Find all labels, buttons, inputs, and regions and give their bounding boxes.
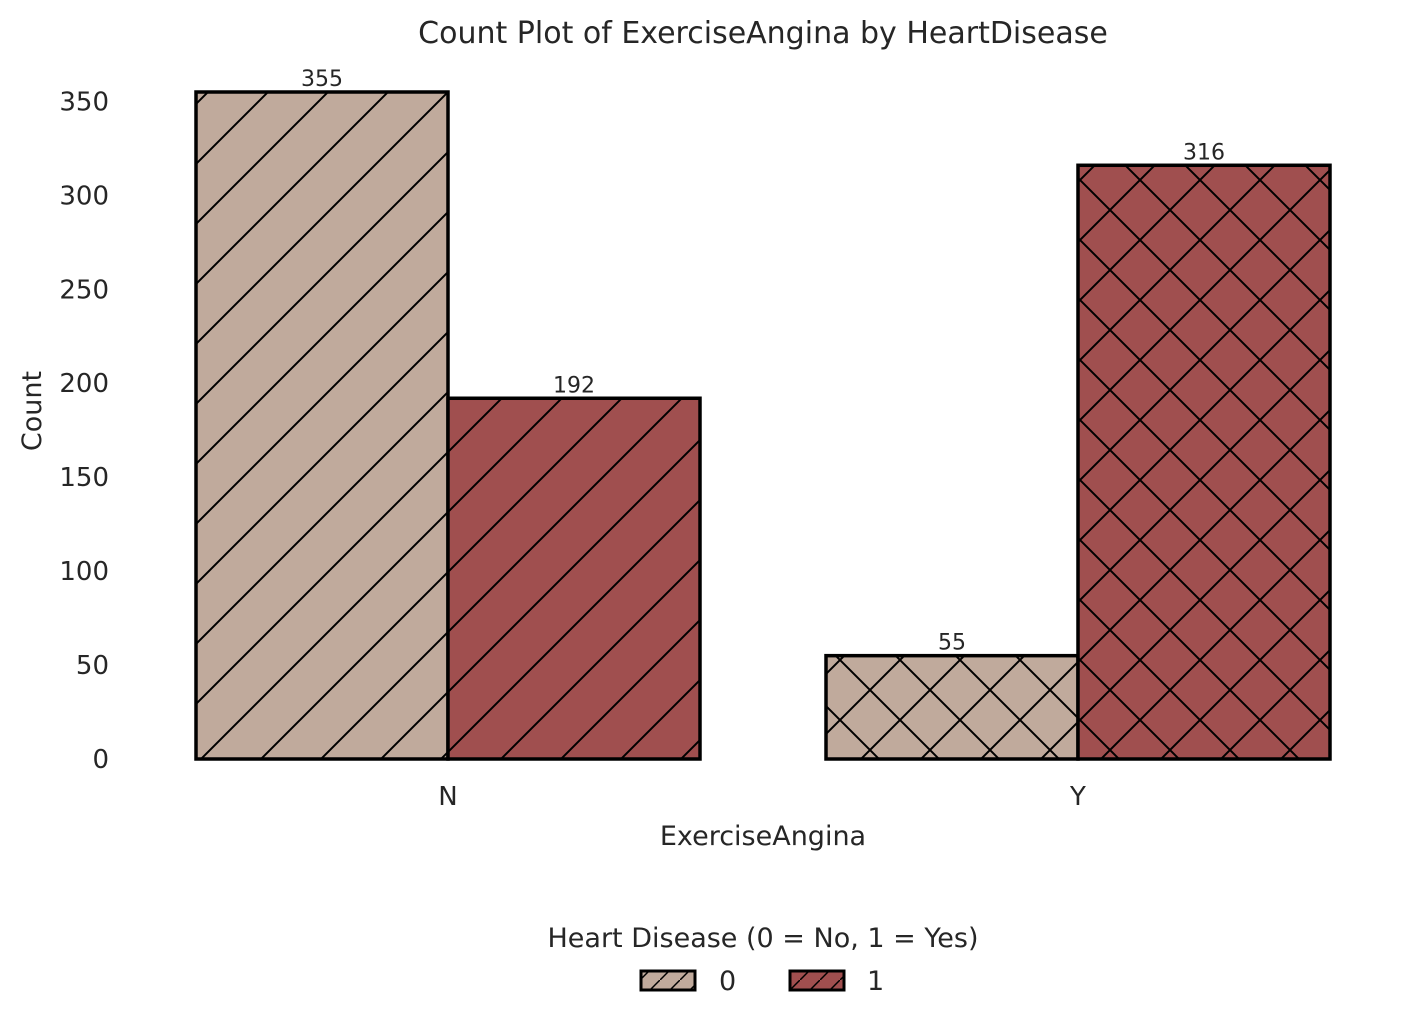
x-tick-label: Y xyxy=(1069,782,1086,812)
y-tick-label: 250 xyxy=(59,275,109,305)
bar-value-label: 316 xyxy=(1183,140,1225,165)
bar-value-label: 55 xyxy=(938,631,966,656)
legend-label-0: 0 xyxy=(719,966,736,997)
y-tick-label: 200 xyxy=(59,369,109,399)
y-tick-label: 50 xyxy=(76,651,109,681)
bar-hatch-Y-1 xyxy=(1076,163,1332,761)
legend-swatch-0-hatch xyxy=(639,969,697,992)
legend: Heart Disease (0 = No, 1 = Yes) 0 1 xyxy=(548,923,979,997)
y-tick-label: 150 xyxy=(59,463,109,493)
bar-labels: 355 192 55 316 xyxy=(301,67,1225,656)
bar-hatch-Y-0 xyxy=(824,653,1080,761)
bar-value-label: 192 xyxy=(553,373,595,398)
bars xyxy=(194,90,1332,761)
legend-swatch-1-hatch xyxy=(788,969,846,992)
legend-title: Heart Disease (0 = No, 1 = Yes) xyxy=(548,923,979,954)
chart-title: Count Plot of ExerciseAngina by HeartDis… xyxy=(418,16,1108,51)
y-tick-label: 300 xyxy=(59,181,109,211)
bar-hatch-N-1 xyxy=(446,396,702,761)
x-axis-label: ExerciseAngina xyxy=(660,821,866,852)
y-axis-ticks: 0 50 100 150 200 250 300 350 xyxy=(59,87,109,775)
bar-value-label: 355 xyxy=(301,67,343,92)
y-axis-label: Count xyxy=(17,371,48,451)
x-tick-label: N xyxy=(438,782,457,812)
y-tick-label: 100 xyxy=(59,557,109,587)
y-tick-label: 0 xyxy=(92,745,109,775)
y-tick-label: 350 xyxy=(59,87,109,117)
legend-label-1: 1 xyxy=(867,966,884,997)
bar-hatch-N-0 xyxy=(194,90,450,761)
